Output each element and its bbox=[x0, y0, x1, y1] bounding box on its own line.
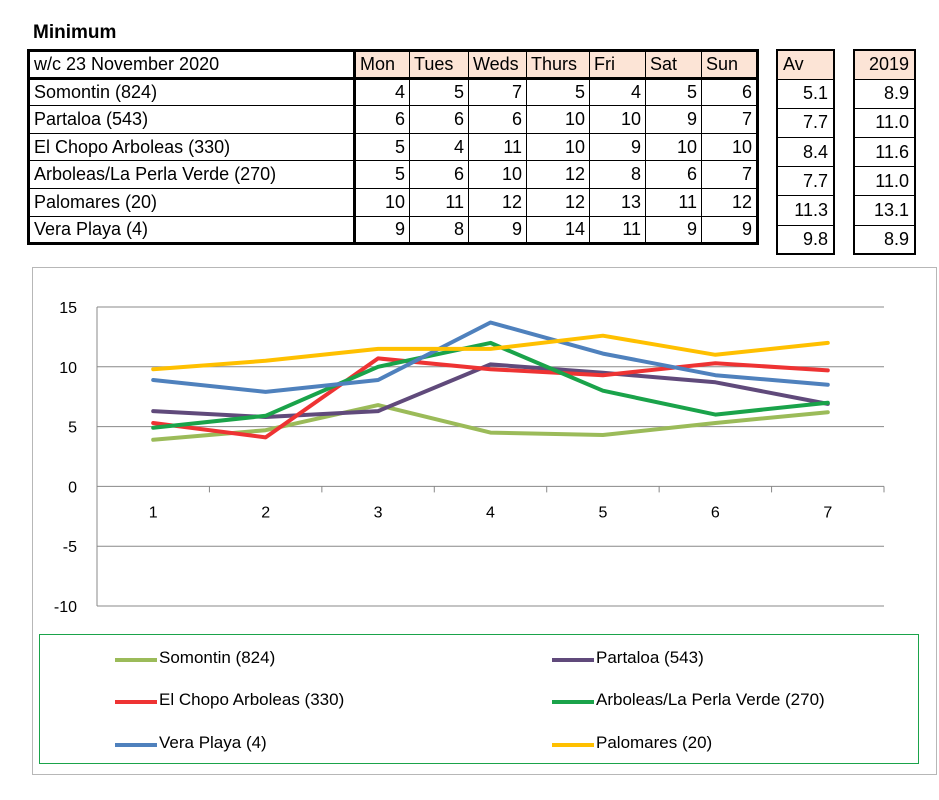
table-cell: 5 bbox=[526, 77, 590, 107]
table-cell: 9 bbox=[701, 215, 758, 245]
legend-label: Partaloa (543) bbox=[596, 648, 704, 667]
station-name: Somontin (824) bbox=[28, 77, 356, 107]
average-cell: 5.1 bbox=[776, 78, 835, 109]
x-tick-label: 3 bbox=[374, 504, 383, 521]
table-cell: 10 bbox=[589, 105, 646, 134]
average-table: Av 5.1 7.7 8.4 7.7 11.3 9.8 bbox=[776, 49, 835, 256]
table-row: Vera Playa (4) 9 8 9 14 11 9 9 bbox=[28, 215, 758, 245]
legend-swatch bbox=[115, 658, 157, 662]
y-tick-label: 5 bbox=[68, 420, 77, 437]
average-header: Av bbox=[776, 49, 835, 80]
table-cell: 6 bbox=[354, 105, 410, 134]
chart-frame bbox=[32, 267, 937, 775]
day-header: Sat bbox=[645, 50, 702, 80]
previous-year-table: 2019 8.9 11.0 11.6 11.0 13.1 8.9 bbox=[853, 49, 916, 256]
series-line bbox=[151, 356, 830, 440]
x-tick-label: 1 bbox=[149, 504, 158, 521]
previous-year-cell: 13.1 bbox=[853, 195, 916, 226]
table-cell: 7 bbox=[701, 105, 758, 134]
legend-swatch bbox=[552, 743, 594, 747]
table-cell: 6 bbox=[645, 160, 702, 189]
series-line bbox=[151, 320, 830, 394]
series-line bbox=[151, 403, 830, 442]
station-name: Partaloa (543) bbox=[28, 105, 356, 134]
y-tick-label: 10 bbox=[59, 360, 77, 377]
week-label: w/c 23 November 2020 bbox=[28, 50, 356, 80]
table-cell: 10 bbox=[354, 187, 410, 217]
table-cell: 11 bbox=[645, 187, 702, 217]
legend-swatch bbox=[115, 700, 157, 704]
x-tick-label: 6 bbox=[711, 504, 720, 521]
previous-year-cell: 11.0 bbox=[853, 166, 916, 197]
table-cell: 10 bbox=[468, 160, 527, 189]
day-header: Fri bbox=[589, 50, 646, 80]
table-cell: 8 bbox=[409, 215, 469, 245]
station-name: Vera Playa (4) bbox=[28, 215, 356, 245]
temperature-table: w/c 23 November 2020 Mon Tues Weds Thurs… bbox=[27, 49, 759, 246]
table-cell: 6 bbox=[409, 160, 469, 189]
table-cell: 12 bbox=[701, 187, 758, 217]
legend-label: El Chopo Arboleas (330) bbox=[159, 690, 345, 709]
table-cell: 9 bbox=[468, 215, 527, 245]
series-line bbox=[151, 333, 830, 372]
table-row: El Chopo Arboleas (330) 5 4 11 10 9 10 1… bbox=[28, 132, 758, 162]
previous-year-cell: 11.0 bbox=[853, 107, 916, 139]
previous-year-cell: 11.6 bbox=[853, 137, 916, 168]
table-cell: 6 bbox=[701, 77, 758, 107]
table-cell: 4 bbox=[354, 77, 410, 107]
previous-year-cell: 8.9 bbox=[853, 224, 916, 255]
table-cell: 9 bbox=[354, 215, 410, 245]
legend-label: Arboleas/La Perla Verde (270) bbox=[596, 690, 825, 709]
x-tick-label: 2 bbox=[261, 504, 270, 521]
x-tick-label: 5 bbox=[598, 504, 607, 521]
x-tick-label: 7 bbox=[823, 504, 832, 521]
table-cell: 14 bbox=[526, 215, 590, 245]
table-row: Partaloa (543) 6 6 6 10 10 9 7 bbox=[28, 105, 758, 134]
table-cell: 5 bbox=[354, 160, 410, 189]
day-header: Tues bbox=[409, 50, 469, 80]
previous-year-header: 2019 bbox=[853, 49, 916, 80]
legend-label: Vera Playa (4) bbox=[159, 733, 267, 752]
legend-swatch bbox=[552, 700, 594, 704]
legend-label: Somontin (824) bbox=[159, 648, 276, 667]
legend-label: Palomares (20) bbox=[596, 733, 713, 752]
table-cell: 13 bbox=[589, 187, 646, 217]
table-cell: 10 bbox=[645, 132, 702, 162]
series-line bbox=[151, 340, 830, 430]
y-tick-label: 15 bbox=[59, 300, 77, 317]
table-row: Arboleas/La Perla Verde (270) 5 6 10 12 … bbox=[28, 160, 758, 189]
table-row: Palomares (20) 10 11 12 12 13 11 12 bbox=[28, 187, 758, 217]
table-cell: 6 bbox=[409, 105, 469, 134]
y-tick-label: -10 bbox=[54, 599, 77, 616]
table-header-row: w/c 23 November 2020 Mon Tues Weds Thurs… bbox=[28, 50, 758, 80]
y-tick-label: 0 bbox=[68, 479, 77, 496]
legend-swatch bbox=[552, 658, 594, 662]
y-tick-label: -5 bbox=[63, 539, 77, 556]
table-cell: 11 bbox=[589, 215, 646, 245]
x-tick-label: 4 bbox=[486, 504, 495, 521]
table-cell: 12 bbox=[526, 187, 590, 217]
page-title: Minimum bbox=[33, 22, 117, 43]
station-name: Palomares (20) bbox=[28, 187, 356, 217]
table-cell: 5 bbox=[354, 132, 410, 162]
previous-year-cell: 8.9 bbox=[853, 78, 916, 109]
table-cell: 7 bbox=[701, 160, 758, 189]
day-header: Sun bbox=[701, 50, 758, 80]
legend-swatch bbox=[115, 743, 157, 747]
average-cell: 7.7 bbox=[776, 107, 835, 139]
average-cell: 9.8 bbox=[776, 224, 835, 255]
table-cell: 8 bbox=[589, 160, 646, 189]
day-header: Thurs bbox=[526, 50, 590, 80]
chart-legend: Somontin (824) Partaloa (543) El Chopo A… bbox=[39, 634, 919, 764]
